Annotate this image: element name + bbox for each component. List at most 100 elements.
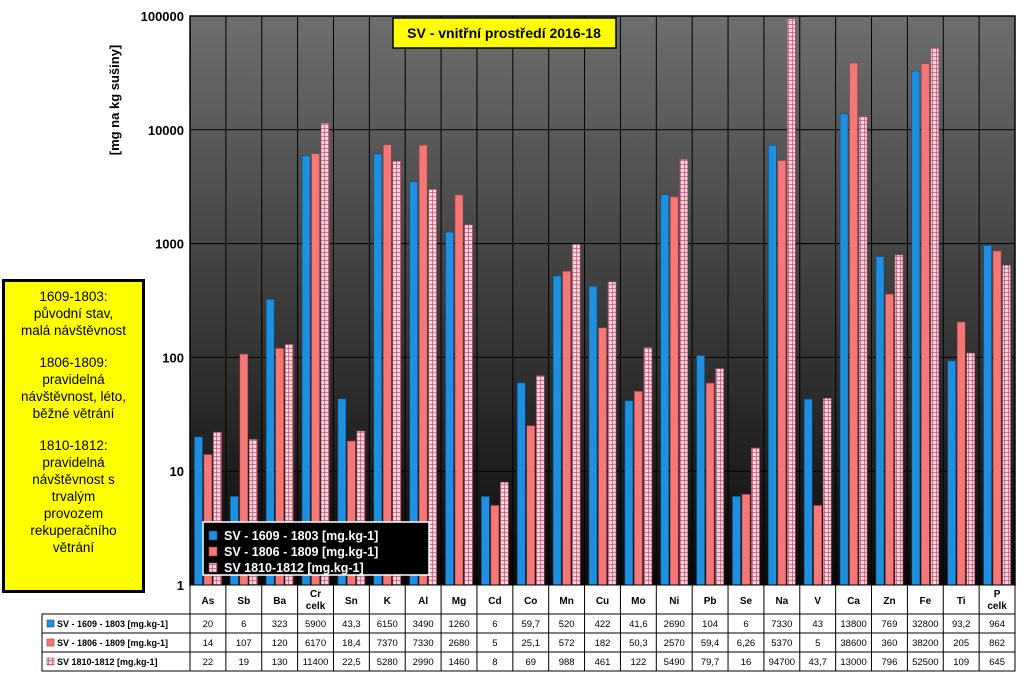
bar-mo-s2 xyxy=(634,391,643,586)
data-label: 43,3 xyxy=(342,619,361,630)
x-tick-label: Fe xyxy=(919,596,931,607)
chart-title-text: SV - vnitřní prostředí 2016-18 xyxy=(407,25,601,41)
bar-ti-s3 xyxy=(966,352,975,586)
legend-label: SV - 1609 - 1803 [mg.kg-1] xyxy=(224,529,378,543)
x-tick-label: Al xyxy=(418,596,428,607)
data-label: 8 xyxy=(492,657,497,668)
bar-mn-s2 xyxy=(562,270,571,586)
bar-as-s1 xyxy=(194,436,203,586)
y-axis: 1 10 100 1000 10000 100000 xyxy=(141,9,184,593)
x-tick-label: P xyxy=(994,589,1001,600)
notes-box: 1609-1803: původní stav, malá návštěvnos… xyxy=(2,279,145,593)
bar-cr-celk-s2 xyxy=(311,153,320,586)
x-tick-label: Cu xyxy=(596,596,609,607)
y-tick-label: 10000 xyxy=(148,123,184,138)
data-label: 5280 xyxy=(377,657,398,668)
bar-mn-s1 xyxy=(552,275,562,586)
chart-title: SV - vnitřní prostředí 2016-18 xyxy=(392,17,617,49)
legend-label: SV 1810-1812 [mg.kg-1] xyxy=(224,561,364,575)
data-label: 769 xyxy=(882,619,898,630)
bar-zn-s2 xyxy=(885,293,894,586)
bar-al-s3 xyxy=(428,189,437,586)
bar-ni-s2 xyxy=(669,196,679,586)
bar-pb-s2 xyxy=(705,382,715,586)
y-tick-label: 100 xyxy=(162,350,184,365)
x-tick-label: Mg xyxy=(452,596,466,607)
data-label: 120 xyxy=(272,638,288,649)
bars xyxy=(194,18,1011,586)
data-label: 7330 xyxy=(413,638,434,649)
data-label: 19 xyxy=(239,657,250,668)
bar-v-s3 xyxy=(822,398,832,586)
bar-cu-s1 xyxy=(588,285,598,586)
table-series-name: SV - 1806 - 1809 [mg.kg-1] xyxy=(57,638,168,648)
x-tick-label: K xyxy=(384,596,392,607)
data-label: 2680 xyxy=(448,638,469,649)
data-label: 796 xyxy=(882,657,898,668)
x-tick-label: Ni xyxy=(669,596,679,607)
table-header-row xyxy=(189,584,1016,615)
data-label: 964 xyxy=(989,619,1005,630)
bar-p-celk-s2 xyxy=(992,250,1002,586)
data-label: 122 xyxy=(630,657,646,668)
data-label: 18,4 xyxy=(342,638,361,649)
bar-cr-celk-s3 xyxy=(320,123,330,586)
data-label: 1260 xyxy=(448,619,469,630)
bar-ni-s1 xyxy=(660,194,670,586)
legend-box xyxy=(202,521,430,576)
x-tick-label: Cd xyxy=(488,596,501,607)
data-label: 205 xyxy=(953,638,969,649)
data-label: 32800 xyxy=(912,619,938,630)
data-label: 360 xyxy=(882,638,898,649)
data-label: 5900 xyxy=(305,619,326,630)
data-label: 6170 xyxy=(305,638,326,649)
x-tick-label: Pb xyxy=(704,596,717,607)
data-label: 645 xyxy=(989,657,1005,668)
bar-pb-s1 xyxy=(696,355,705,586)
bar-cd-s2 xyxy=(490,505,500,586)
bar-na-s2 xyxy=(777,160,787,586)
data-label: 988 xyxy=(559,657,575,668)
data-label: 14 xyxy=(203,638,214,649)
data-label: 11400 xyxy=(303,657,329,668)
data-label: 6150 xyxy=(377,619,398,630)
bar-mn-s3 xyxy=(571,243,581,586)
bar-pb-s3 xyxy=(715,368,724,586)
x-tick-label: Cr xyxy=(310,589,321,600)
bar-ni-s3 xyxy=(679,159,689,586)
bar-mg-s2 xyxy=(454,194,464,586)
x-tick-label: As xyxy=(202,596,215,607)
data-label: 38200 xyxy=(912,638,938,649)
data-label: 323 xyxy=(272,619,288,630)
bar-zn-s1 xyxy=(875,256,885,586)
x-tick-label: Zn xyxy=(883,596,895,607)
data-label: 94700 xyxy=(769,657,795,668)
bar-mg-s1 xyxy=(445,231,454,586)
data-label: 5490 xyxy=(664,657,685,668)
legend-swatch xyxy=(208,562,218,573)
bar-ti-s2 xyxy=(956,321,966,586)
data-label: 104 xyxy=(702,619,718,630)
bar-al-s2 xyxy=(418,144,428,586)
data-label: 22 xyxy=(203,657,214,668)
data-label: 130 xyxy=(272,657,288,668)
bar-fe-s3 xyxy=(930,47,940,586)
bar-v-s2 xyxy=(813,505,823,586)
bar-se-s1 xyxy=(732,496,741,586)
data-label: 20 xyxy=(203,619,214,630)
data-label: 5 xyxy=(815,638,820,649)
bar-ca-s2 xyxy=(849,62,858,586)
table-series-name: SV - 1609 - 1803 [mg.kg-1] xyxy=(57,619,168,629)
bar-cu-s3 xyxy=(607,281,617,586)
x-tick-label: Ba xyxy=(273,596,286,607)
data-label: 52500 xyxy=(912,657,938,668)
data-label: 38600 xyxy=(840,638,866,649)
data-label: 25,1 xyxy=(522,638,541,649)
x-tick-label: Mn xyxy=(559,596,573,607)
x-tick-label: Sb xyxy=(237,596,250,607)
data-label: 6,26 xyxy=(737,638,756,649)
data-label: 43,7 xyxy=(808,657,827,668)
bar-fe-s2 xyxy=(921,63,930,586)
legend-label: SV - 1806 - 1809 [mg.kg-1] xyxy=(224,545,378,559)
